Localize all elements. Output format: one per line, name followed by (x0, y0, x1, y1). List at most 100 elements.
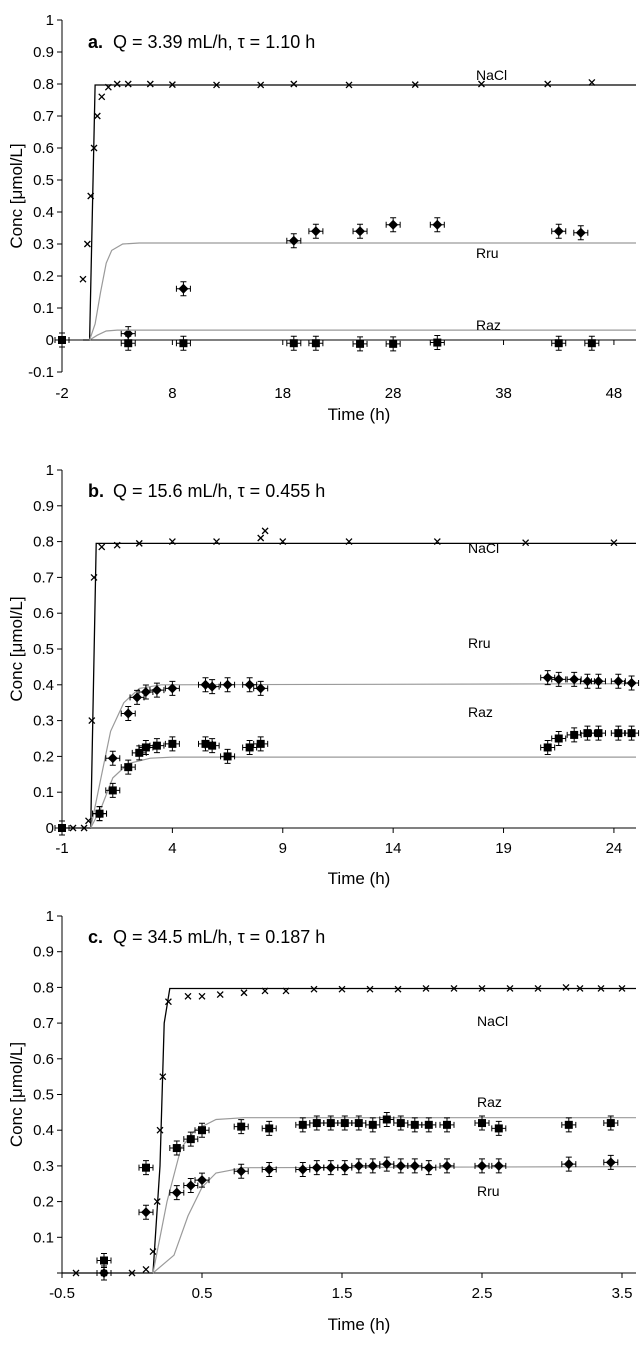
data-point (233, 1119, 249, 1135)
data-point (286, 233, 302, 249)
data-point (253, 680, 269, 696)
data-point (87, 192, 95, 200)
data-point (169, 1140, 185, 1156)
data-point (282, 987, 290, 995)
data-point (183, 1131, 199, 1147)
data-point (576, 985, 584, 992)
y-tick-label: 0.4 (33, 204, 54, 221)
series-rru: Rru (96, 1154, 637, 1281)
y-tick-label: -0.1 (28, 364, 54, 381)
series-label-rru: Rru (477, 1183, 500, 1199)
data-point (439, 1117, 455, 1133)
data-point (411, 81, 419, 89)
data-point (421, 1117, 437, 1133)
panel-b: 0 0.1 0.2 0.3 0.4 0.5 0.6 0.7 0.8 0.9 1 -1 4 9 14 19 24 C… (7, 462, 640, 888)
data-point (379, 1156, 395, 1172)
series-nacl: NaCl (62, 983, 636, 1277)
data-point (422, 985, 430, 992)
data-point (618, 985, 626, 992)
model-curve-raz (89, 329, 636, 341)
data-point (90, 144, 98, 152)
series-label-raz: Raz (477, 1094, 502, 1110)
data-point (242, 677, 258, 693)
data-point (149, 738, 165, 754)
data-point (168, 538, 176, 546)
data-point (310, 985, 318, 993)
x-tick-label: 3.5 (612, 1285, 633, 1302)
data-point (450, 985, 458, 992)
data-point (194, 1172, 210, 1188)
data-point (54, 332, 70, 348)
data-point (394, 985, 402, 993)
y-tick-label: 0.7 (33, 1015, 54, 1032)
data-point (159, 1073, 167, 1081)
x-tick-label: 1.5 (332, 1285, 353, 1302)
data-point (379, 1111, 395, 1127)
y-tick-label: 0 (46, 820, 54, 837)
data-point (534, 985, 542, 992)
data-point (80, 824, 88, 832)
data-point (135, 539, 143, 547)
data-point (93, 112, 101, 120)
data-point (624, 675, 640, 691)
data-point (337, 1160, 353, 1176)
data-point (261, 527, 269, 535)
panel-letter: b. (88, 481, 104, 501)
data-point (407, 1158, 423, 1174)
data-point (610, 673, 626, 689)
data-point (156, 1126, 164, 1134)
data-point (83, 240, 91, 248)
data-point (257, 534, 265, 542)
data-point (603, 1154, 619, 1170)
y-tick-label: 0 (46, 332, 54, 349)
data-point (491, 1120, 507, 1136)
data-point (421, 1160, 437, 1176)
x-tick-label: 2.5 (472, 1285, 493, 1302)
data-point (98, 543, 106, 551)
data-point (597, 985, 605, 992)
data-point (153, 1198, 161, 1206)
data-point (295, 1117, 311, 1133)
data-point (164, 998, 172, 1006)
data-point (286, 335, 302, 351)
data-point (204, 679, 220, 695)
data-point (309, 1160, 325, 1176)
data-point (407, 1117, 423, 1133)
y-tick-label: 0.6 (33, 1051, 54, 1068)
data-point (96, 1265, 112, 1281)
data-point (474, 1115, 490, 1131)
data-point (551, 671, 567, 687)
data-point (624, 725, 640, 741)
series-raz: Raz (54, 317, 636, 352)
y-tick-label: 0.1 (33, 784, 54, 801)
data-point (175, 281, 191, 297)
y-tick-label: 0.1 (33, 1229, 54, 1246)
data-point (365, 1158, 381, 1174)
data-point (261, 987, 269, 995)
y-tick-label: 0.5 (33, 641, 54, 658)
y-tick-label: 0.2 (33, 748, 54, 765)
model-curve-rru (152, 1166, 637, 1274)
data-point (551, 731, 567, 746)
panel-letter: a. (88, 32, 103, 52)
y-tick-label: 1 (46, 908, 54, 925)
data-point (522, 539, 530, 547)
panel-title: Q = 3.39 mL/h, τ = 1.10 h (113, 32, 315, 52)
data-point (439, 1158, 455, 1174)
data-point (308, 223, 324, 239)
model-curve-raz (152, 1117, 636, 1274)
y-tick-label: 1 (46, 462, 54, 479)
y-axis-title: Conc [μmol/L] (7, 143, 26, 248)
data-point (69, 824, 77, 832)
data-point (164, 736, 180, 752)
panel-c: 0.1 0.2 0.3 0.4 0.5 0.6 0.7 0.8 0.9 1 -0.5 0.5 1.5 2.… (7, 908, 637, 1334)
data-point (561, 1117, 577, 1133)
data-point (478, 80, 485, 88)
data-point (113, 541, 121, 549)
data-point (610, 725, 626, 741)
data-point (590, 673, 606, 689)
data-point (184, 992, 192, 1000)
data-point (198, 992, 206, 1000)
data-point (257, 81, 265, 89)
